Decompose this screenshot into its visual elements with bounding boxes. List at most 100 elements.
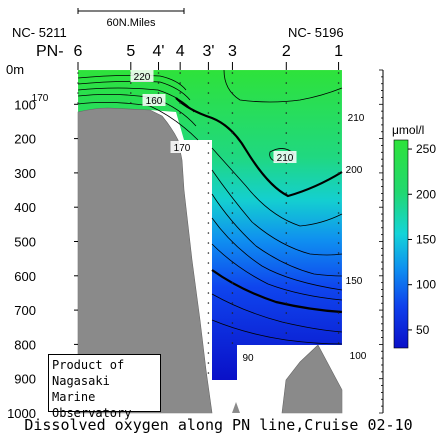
sample-point: [337, 242, 340, 244]
credit-line-3: Observatory: [52, 406, 132, 420]
sample-point: [285, 252, 288, 254]
chart-title: Dissolved oxygen along PN line,Cruise 02…: [24, 416, 413, 434]
sample-point: [285, 272, 288, 274]
sample-point: [285, 142, 288, 144]
sample-point: [231, 322, 234, 324]
sample-point: [231, 182, 234, 184]
sample-point: [337, 182, 340, 184]
contour-label-bg: [130, 70, 154, 82]
station-label-3: 4: [176, 43, 185, 60]
sample-point: [231, 122, 234, 124]
sample-point: [179, 102, 181, 104]
scale-bar: 60N.Miles: [77, 8, 185, 29]
sample-point: [179, 72, 181, 74]
sample-point: [231, 172, 234, 174]
sample-point: [207, 332, 210, 334]
colorbar-tick-label-100: 100: [416, 278, 436, 292]
sample-point: [337, 202, 340, 204]
right-cast-label: NC- 5196: [288, 25, 344, 40]
sample-point: [231, 232, 234, 234]
sample-point: [157, 82, 160, 84]
sample-point: [285, 72, 288, 74]
sample-point: [207, 232, 210, 234]
station-label-5: 3: [228, 43, 237, 60]
contour-label-3: 170: [174, 143, 191, 154]
contour-label-1: 170: [32, 93, 49, 104]
colorbar-scale: [393, 139, 409, 349]
sample-point: [337, 72, 340, 74]
sample-point: [337, 292, 340, 294]
contour-label-9: 90: [242, 353, 254, 364]
contour-label-bg: [240, 351, 256, 363]
sample-point: [231, 342, 234, 344]
sample-point: [231, 242, 234, 244]
sample-point: [285, 202, 288, 204]
sample-point: [207, 182, 210, 184]
sample-point: [179, 82, 181, 84]
station-prefix: PN-: [36, 43, 64, 60]
sample-point: [285, 302, 288, 304]
sample-point: [231, 272, 234, 274]
contour-label-bg: [342, 163, 366, 175]
sample-point: [337, 272, 340, 274]
sample-point: [207, 72, 210, 74]
sample-point: [179, 92, 181, 94]
sample-point: [231, 252, 234, 254]
sample-point: [207, 102, 210, 104]
y-tick-label-600: 600: [14, 269, 36, 284]
sample-point: [207, 372, 210, 374]
y-tick-label-400: 400: [14, 200, 36, 215]
sample-point: [285, 82, 288, 84]
seamount: [232, 402, 240, 413]
sample-point: [207, 132, 210, 134]
sample-point: [285, 172, 288, 174]
scale-bar-label: 60N.Miles: [107, 17, 156, 29]
contour-label-5: 210: [277, 153, 294, 164]
station-labels: 6 5 4' 4 3' 3 2 1: [74, 43, 343, 70]
sample-point: [231, 282, 234, 284]
sample-point: [207, 242, 210, 244]
sample-point: [130, 92, 132, 94]
sample-point: [337, 252, 340, 254]
sample-point: [207, 142, 210, 144]
sample-point: [285, 232, 288, 234]
credit-box: Product of Nagasaki Marine Observatory: [48, 354, 161, 420]
sample-point: [337, 152, 340, 154]
sample-point: [285, 122, 288, 124]
sample-point: [207, 212, 210, 214]
sample-point: [231, 102, 234, 104]
sample-point: [337, 232, 340, 234]
station-label-4: 3': [202, 43, 214, 60]
sample-points: [77, 72, 340, 374]
contour-label-bg: [273, 151, 297, 163]
sample-point: [207, 302, 210, 304]
sample-point: [231, 162, 234, 164]
sample-point: [179, 112, 181, 114]
sample-point: [231, 82, 234, 84]
contour-label-bg: [170, 141, 194, 153]
y-tick-label-1000: 1000: [7, 406, 36, 421]
station-label-1: 5: [126, 43, 135, 60]
colorbar: μmol/l 250 200 150 100 50: [392, 123, 436, 349]
contour-label-7: 150: [346, 276, 363, 287]
sample-point: [157, 92, 160, 94]
sample-point: [207, 342, 210, 344]
sample-point: [207, 172, 210, 174]
sample-point: [337, 212, 340, 214]
sample-point: [231, 132, 234, 134]
sample-point: [285, 332, 288, 334]
sample-point: [337, 322, 340, 324]
contour-label-bg: [344, 111, 368, 123]
sample-point: [207, 152, 210, 154]
sample-point: [231, 72, 234, 74]
sample-point: [337, 142, 340, 144]
sample-point: [231, 192, 234, 194]
contour-labels: 220 170 160 170 210 210 200 150 100 90: [28, 70, 370, 364]
sample-point: [207, 352, 210, 354]
sample-point: [207, 282, 210, 284]
station-label-0: 6: [74, 43, 83, 60]
left-cast-label: NC- 5211: [12, 25, 67, 40]
contour-label-8: 100: [350, 351, 367, 362]
colorbar-tick-label-200: 200: [416, 187, 436, 201]
y-tick-label-900: 900: [14, 372, 36, 387]
